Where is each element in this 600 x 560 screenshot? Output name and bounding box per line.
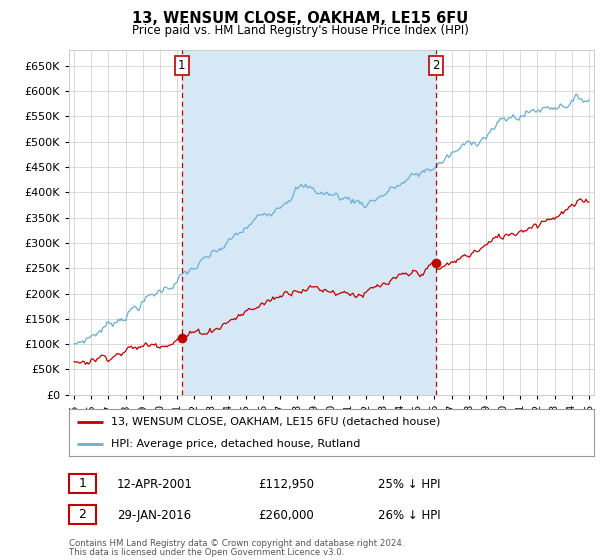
- Text: Contains HM Land Registry data © Crown copyright and database right 2024.: Contains HM Land Registry data © Crown c…: [69, 539, 404, 548]
- Text: 12-APR-2001: 12-APR-2001: [117, 478, 193, 491]
- Text: 2: 2: [432, 59, 440, 72]
- Bar: [182, 50, 436, 395]
- Text: 26% ↓ HPI: 26% ↓ HPI: [378, 508, 440, 522]
- Text: Price paid vs. HM Land Registry's House Price Index (HPI): Price paid vs. HM Land Registry's House …: [131, 24, 469, 37]
- Text: 25% ↓ HPI: 25% ↓ HPI: [378, 478, 440, 491]
- Text: 1: 1: [79, 477, 86, 490]
- Text: £260,000: £260,000: [258, 508, 314, 522]
- Text: HPI: Average price, detached house, Rutland: HPI: Average price, detached house, Rutl…: [111, 438, 361, 449]
- Text: 1: 1: [178, 59, 185, 72]
- Text: 13, WENSUM CLOSE, OAKHAM, LE15 6FU: 13, WENSUM CLOSE, OAKHAM, LE15 6FU: [132, 11, 468, 26]
- Text: 13, WENSUM CLOSE, OAKHAM, LE15 6FU (detached house): 13, WENSUM CLOSE, OAKHAM, LE15 6FU (deta…: [111, 417, 440, 427]
- Text: £112,950: £112,950: [258, 478, 314, 491]
- Text: This data is licensed under the Open Government Licence v3.0.: This data is licensed under the Open Gov…: [69, 548, 344, 557]
- Text: 29-JAN-2016: 29-JAN-2016: [117, 508, 191, 522]
- Text: 2: 2: [79, 508, 86, 521]
